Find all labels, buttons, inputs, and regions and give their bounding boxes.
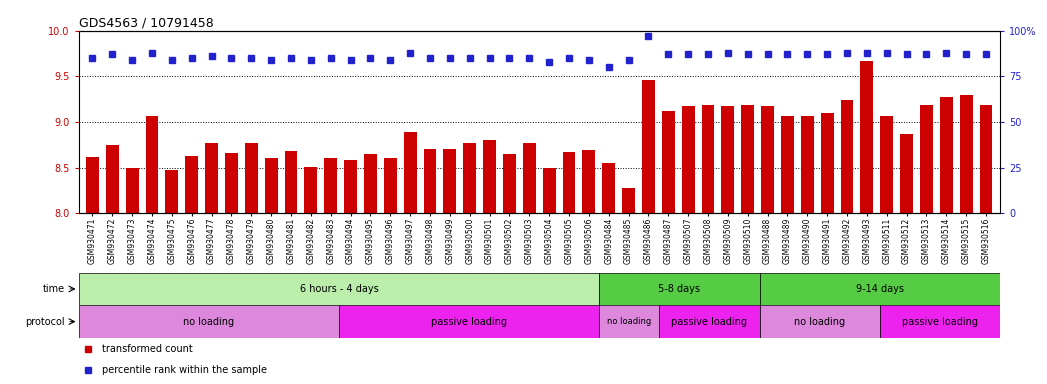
Text: no loading: no loading <box>607 317 651 326</box>
Bar <box>841 100 853 213</box>
Bar <box>245 143 258 213</box>
Bar <box>582 150 596 213</box>
Bar <box>165 170 178 213</box>
Bar <box>599 273 759 305</box>
Text: no loading: no loading <box>183 316 235 327</box>
Bar <box>821 113 833 213</box>
Bar <box>205 143 218 213</box>
Bar <box>325 159 337 213</box>
Bar <box>721 106 734 213</box>
Bar <box>225 153 238 213</box>
Bar <box>662 111 674 213</box>
Bar <box>881 116 893 213</box>
Text: no loading: no loading <box>794 316 845 327</box>
Text: passive loading: passive loading <box>671 316 748 327</box>
Bar <box>522 143 536 213</box>
Bar <box>185 156 198 213</box>
Bar <box>364 154 377 213</box>
Bar <box>622 189 636 213</box>
Bar <box>940 97 953 213</box>
Bar <box>443 149 456 213</box>
Bar <box>960 94 973 213</box>
Text: percentile rank within the sample: percentile rank within the sample <box>102 365 267 375</box>
Text: transformed count: transformed count <box>102 344 193 354</box>
Bar <box>79 305 339 338</box>
Bar <box>339 305 599 338</box>
Bar <box>404 132 417 213</box>
Text: 6 hours - 4 days: 6 hours - 4 days <box>299 284 378 294</box>
Bar <box>146 116 158 213</box>
Text: passive loading: passive loading <box>901 316 978 327</box>
Bar <box>599 305 660 338</box>
Bar <box>759 273 1000 305</box>
Text: protocol: protocol <box>25 316 65 327</box>
Bar <box>980 104 993 213</box>
Bar <box>642 80 654 213</box>
Bar <box>759 305 879 338</box>
Bar <box>305 167 317 213</box>
Bar <box>920 104 933 213</box>
Bar <box>781 116 794 213</box>
Text: 5-8 days: 5-8 days <box>659 284 700 294</box>
Bar <box>602 163 616 213</box>
Bar <box>106 145 118 213</box>
Bar <box>900 134 913 213</box>
Bar <box>801 116 814 213</box>
Bar <box>483 140 496 213</box>
Bar <box>79 273 599 305</box>
Text: time: time <box>43 284 65 294</box>
Text: passive loading: passive loading <box>431 316 507 327</box>
Bar <box>741 104 754 213</box>
Text: 9-14 days: 9-14 days <box>855 284 904 294</box>
Bar <box>424 149 437 213</box>
Bar <box>344 160 357 213</box>
Bar <box>660 305 759 338</box>
Bar <box>384 159 397 213</box>
Bar <box>463 143 476 213</box>
Bar <box>503 154 516 213</box>
Bar <box>126 167 138 213</box>
Bar <box>265 159 277 213</box>
Bar <box>861 61 873 213</box>
Bar <box>682 106 694 213</box>
Bar <box>285 151 297 213</box>
Bar <box>701 104 714 213</box>
Bar <box>761 106 774 213</box>
Bar <box>542 167 556 213</box>
Text: GDS4563 / 10791458: GDS4563 / 10791458 <box>79 17 214 30</box>
Bar <box>562 152 576 213</box>
Bar <box>879 305 1000 338</box>
Bar <box>86 157 98 213</box>
